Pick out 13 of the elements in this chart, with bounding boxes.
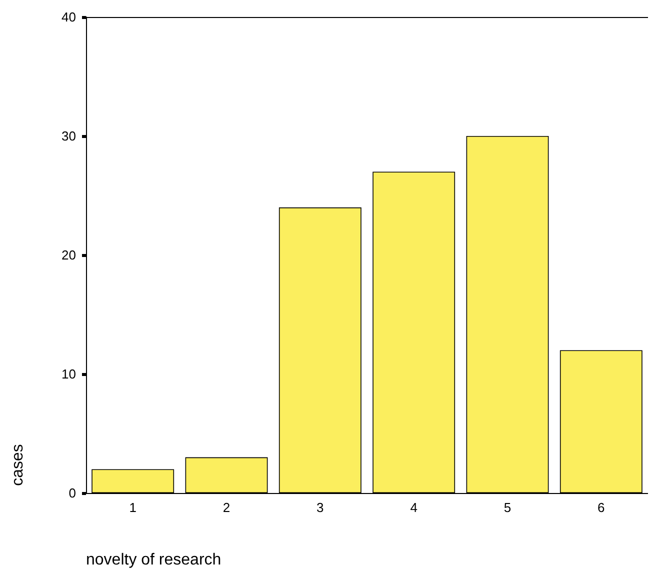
x-tick-label: 4 [410, 500, 418, 515]
y-axis-title: cases [10, 444, 26, 486]
y-tick-label: 10 [62, 366, 76, 382]
x-tick-label: 2 [222, 500, 230, 515]
x-tick-label: 1 [129, 500, 136, 515]
x-axis-title: novelty of research [86, 552, 222, 568]
y-tick-label: 40 [62, 10, 76, 24]
x-tick-label: 6 [598, 500, 605, 515]
x-tick-label: 5 [504, 500, 512, 515]
y-tick-label: 0 [68, 486, 76, 500]
y-tick-label: 30 [62, 128, 76, 144]
y-tick-label: 20 [62, 248, 76, 262]
x-tick-label: 3 [316, 500, 324, 515]
